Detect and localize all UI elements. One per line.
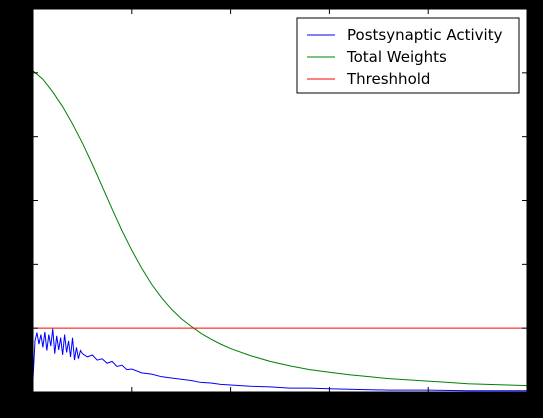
legend-box xyxy=(296,17,520,94)
series-line-1 xyxy=(32,70,528,387)
series-layer xyxy=(32,70,528,392)
x-tick-label: 500 xyxy=(516,398,539,412)
y-tick-label: 0.6 xyxy=(9,2,28,16)
x-tick-label: 300 xyxy=(318,398,341,412)
legend-label: Threshhold xyxy=(346,70,430,88)
y-tick-label: 0.4 xyxy=(9,130,28,144)
legend: Postsynaptic Activity Total Weights Thresh… xyxy=(296,17,520,94)
x-tick-label: 400 xyxy=(417,398,440,412)
legend-label: Total Weights xyxy=(346,48,447,66)
y-tick-label: 0.1 xyxy=(9,321,28,335)
x-tick-label: 0 xyxy=(29,398,37,412)
x-tick-label: 100 xyxy=(120,398,143,412)
legend-label: Postsynaptic Activity xyxy=(347,26,503,44)
y-tick-label: 0.2 xyxy=(9,257,28,271)
ticks-layer: 0 100 200 300 400 500 0.0 0.1 0.2 0.3 0.4 0.5 0.6 xyxy=(9,2,539,412)
x-tick-label: 200 xyxy=(219,398,242,412)
y-tick-label: 0.5 xyxy=(9,66,28,80)
y-tick-label: 0.3 xyxy=(9,194,28,208)
y-tick-label: 0.0 xyxy=(9,385,28,399)
series-line-0 xyxy=(32,328,527,392)
